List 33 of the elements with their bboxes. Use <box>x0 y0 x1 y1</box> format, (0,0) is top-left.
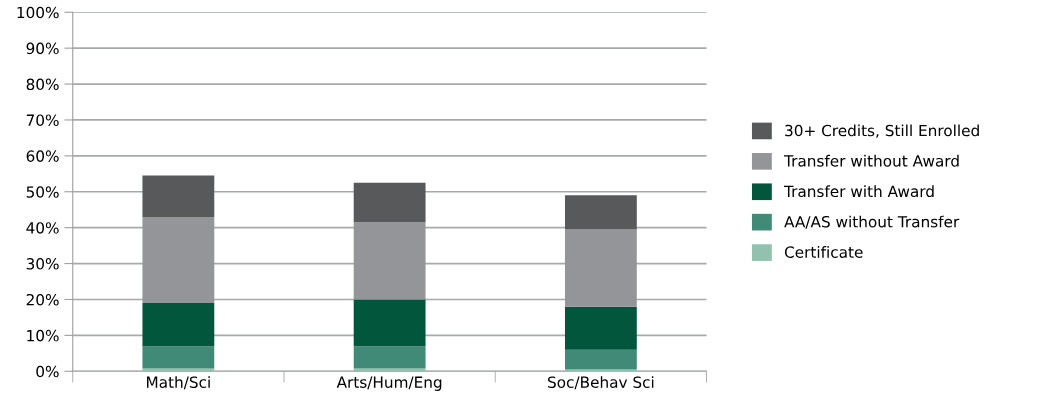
y-tick-label: 100% <box>17 6 59 19</box>
y-tick-label: 90% <box>26 42 59 55</box>
bar <box>142 175 215 217</box>
bar <box>353 182 426 223</box>
bar <box>564 195 637 230</box>
bar <box>353 368 426 372</box>
bar <box>353 222 426 300</box>
y-tick-label: 70% <box>26 114 59 126</box>
y-tick-label: 60% <box>26 150 59 162</box>
y-tick-label: 30% <box>26 258 59 270</box>
x-tick-label: Arts/Hum/Eng <box>336 376 442 391</box>
y-tick-label: 50% <box>26 186 59 198</box>
y-tick-label: 80% <box>26 78 59 91</box>
bar <box>142 368 215 372</box>
y-tick-label: 0% <box>36 365 59 378</box>
bar <box>564 229 637 307</box>
legend-label: Transfer without Award <box>784 154 959 167</box>
bar <box>142 346 215 369</box>
bar <box>142 303 215 347</box>
x-tick-label: Soc/Behav Sci <box>548 376 654 390</box>
legend-label: Transfer with Award <box>784 185 934 198</box>
y-tick-label: 40% <box>26 222 59 234</box>
y-tick-label: 10% <box>27 329 59 342</box>
bar <box>353 299 426 347</box>
bar <box>353 346 426 369</box>
legend-label: Certificate <box>784 246 863 258</box>
x-tick-label: Math/Sci <box>147 376 210 390</box>
legend-label: 30+ Credits, Still Enrolled <box>785 124 979 138</box>
legend-label: AA/AS without Transfer <box>784 215 960 229</box>
bar <box>142 216 215 304</box>
y-tick-label: 20% <box>26 293 59 306</box>
bar <box>564 349 637 370</box>
bar <box>564 306 637 350</box>
